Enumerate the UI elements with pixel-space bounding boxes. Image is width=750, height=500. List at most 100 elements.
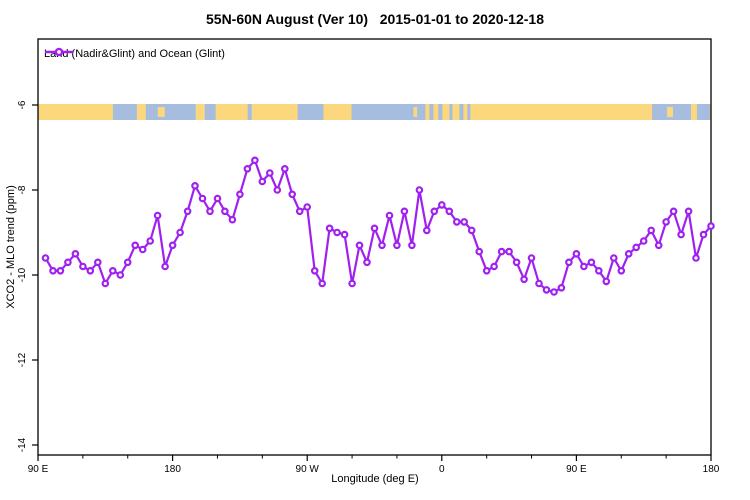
data-point	[617, 266, 626, 275]
x-tick-label: 0	[439, 464, 445, 475]
data-point	[363, 258, 371, 267]
data-point	[161, 262, 169, 271]
data-point	[49, 266, 57, 275]
data-point	[355, 241, 364, 250]
data-point	[146, 237, 155, 245]
data-point	[422, 226, 431, 235]
x-tick-label: 90 W	[296, 464, 320, 475]
data-point	[258, 177, 267, 186]
land-patch	[413, 107, 418, 117]
ocean-segment	[112, 104, 137, 120]
data-point	[176, 228, 184, 237]
data-point	[400, 207, 409, 216]
data-point	[318, 279, 327, 288]
data-point	[707, 222, 715, 230]
data-point	[251, 156, 259, 165]
y-tick-label: -14	[17, 437, 28, 452]
data-point	[684, 207, 693, 216]
data-point	[602, 277, 611, 286]
data-point	[310, 266, 319, 275]
data-point	[131, 241, 140, 250]
data-point	[408, 241, 416, 250]
data-point	[505, 247, 513, 256]
data-point	[557, 283, 566, 292]
ocean-segment	[696, 104, 710, 120]
x-axis-title: Longitude (deg E)	[331, 473, 419, 485]
data-point	[393, 241, 401, 250]
data-point	[639, 237, 648, 245]
x-tick-label: 90 E	[566, 464, 587, 475]
y-tick-label: -12	[17, 352, 28, 367]
data-point	[109, 266, 117, 275]
ocean-segment	[204, 104, 216, 120]
data-point	[116, 271, 125, 279]
data-point	[632, 243, 641, 252]
data-point	[228, 215, 237, 224]
data-point	[512, 258, 521, 267]
data-point	[520, 275, 528, 284]
data-point	[206, 207, 214, 216]
land-patch	[667, 107, 674, 117]
data-point	[437, 201, 446, 209]
data-point	[348, 279, 356, 288]
data-point	[94, 258, 102, 267]
data-point	[624, 250, 633, 258]
x-tick-label: 90 E	[28, 464, 49, 475]
data-point	[677, 230, 685, 239]
ocean-segment	[429, 104, 434, 120]
data-point	[460, 218, 469, 226]
data-point	[333, 228, 341, 237]
data-point	[699, 230, 708, 239]
data-point	[550, 288, 558, 296]
ocean-segment	[459, 104, 464, 120]
data-point	[692, 254, 700, 262]
data-point	[41, 254, 50, 262]
data-point	[594, 266, 603, 275]
data-point	[580, 262, 588, 271]
data-point	[295, 207, 304, 216]
data-point	[273, 186, 282, 194]
data-point	[378, 241, 386, 250]
y-tick-label: -8	[17, 185, 28, 194]
data-point	[490, 262, 498, 271]
legend: Land (Nadir&Glint) and Ocean (Glint)	[44, 46, 225, 62]
y-tick-label: -6	[17, 100, 28, 109]
data-point	[101, 279, 110, 288]
data-point	[79, 262, 87, 271]
data-point	[56, 266, 65, 275]
y-tick-label: -10	[17, 267, 28, 282]
data-point	[385, 211, 394, 220]
data-point	[587, 258, 596, 267]
data-point	[482, 266, 491, 275]
chart-title: 55N-60N August (Ver 10) 2015-01-01 to 20…	[206, 11, 544, 27]
ocean-segment	[467, 104, 471, 120]
legend-label: Land (Nadir&Glint) and Ocean (Glint)	[44, 48, 225, 60]
data-point	[609, 254, 618, 262]
data-point	[236, 190, 244, 199]
data-point	[647, 226, 656, 235]
data-point	[288, 190, 297, 199]
data-point	[303, 203, 312, 211]
data-point	[452, 218, 461, 226]
ocean-segment	[145, 104, 196, 120]
data-point	[654, 241, 663, 250]
x-tick-label: 180	[164, 464, 181, 475]
data-point	[340, 230, 349, 239]
x-tick-label: 180	[703, 464, 720, 475]
data-point	[662, 218, 670, 226]
data-point	[191, 182, 199, 190]
data-point	[527, 254, 536, 262]
data-point	[86, 266, 95, 275]
data-point	[280, 165, 289, 173]
y-axis-title: XCO2 - MLO trend (ppm)	[5, 185, 17, 309]
data-point	[572, 250, 581, 258]
data-point	[467, 226, 476, 235]
data-point	[153, 211, 162, 220]
data-point	[669, 207, 678, 216]
data-point	[325, 224, 334, 233]
data-point	[243, 165, 252, 173]
data-point	[415, 186, 424, 194]
data-point	[445, 207, 454, 216]
